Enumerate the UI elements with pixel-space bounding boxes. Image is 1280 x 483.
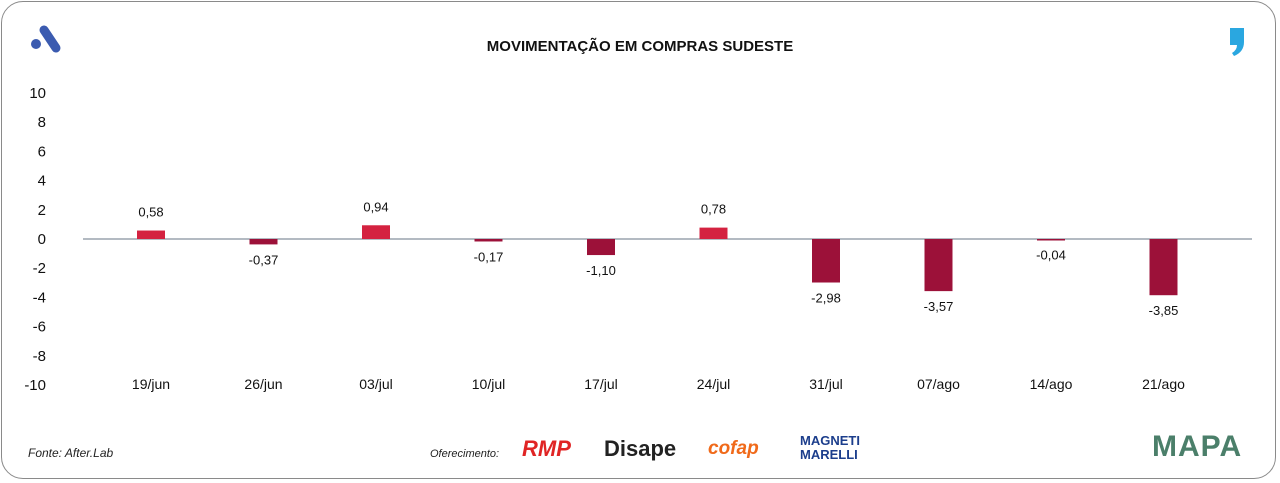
sponsor-logo-rmp: RMP — [522, 436, 571, 461]
sponsor-logo-magneti-marelli: MAGNETI MARELLI — [800, 433, 860, 462]
bar — [587, 239, 615, 256]
x-tick-label: 14/ago — [1030, 376, 1073, 392]
x-tick-label: 07/ago — [917, 376, 960, 392]
sponsor-logo-cofap: cofap — [708, 438, 759, 459]
sponsor-logo-disape: Disape — [604, 436, 677, 461]
y-tick-label: -10 — [24, 377, 46, 394]
y-tick-label: 4 — [38, 173, 46, 190]
y-tick-label: -6 — [33, 319, 46, 336]
data-label: -2,98 — [811, 291, 841, 306]
x-tick-label: 19/jun — [132, 376, 170, 392]
data-label: -3,85 — [1149, 303, 1179, 318]
bar — [137, 230, 165, 239]
x-tick-label: 31/jul — [809, 376, 842, 392]
x-tick-label: 17/jul — [584, 376, 617, 392]
y-tick-label: 0 — [38, 231, 46, 248]
bar — [699, 227, 728, 239]
data-label: 0,58 — [138, 205, 163, 220]
data-label: -1,10 — [586, 263, 616, 278]
y-tick-label: 2 — [38, 202, 46, 219]
chart-title: MOVIMENTAÇÃO EM COMPRAS SUDESTE — [486, 38, 794, 55]
data-label: 0,78 — [701, 202, 726, 217]
bar — [1037, 239, 1065, 241]
y-tick-label: -4 — [33, 289, 46, 306]
brand-a-logo — [31, 25, 61, 53]
y-tick-label: 6 — [38, 143, 46, 160]
y-tick-label: -8 — [33, 348, 46, 365]
x-tick-label: 03/jul — [359, 376, 392, 392]
x-tick-label: 10/jul — [472, 376, 505, 392]
y-tick-label: -2 — [33, 260, 46, 277]
bar — [474, 239, 503, 242]
bar — [924, 239, 953, 292]
x-tick-label: 21/ago — [1142, 376, 1185, 392]
brand-logo-mapa: MAPA — [1152, 430, 1243, 463]
quote-icon — [1230, 28, 1244, 56]
bar — [812, 239, 840, 283]
data-label: -0,17 — [474, 249, 504, 264]
offer-label: Oferecimento: — [430, 448, 500, 460]
x-tick-label: 24/jul — [697, 376, 730, 392]
bar — [1149, 239, 1178, 296]
data-label: 0,94 — [363, 199, 388, 214]
bar — [249, 239, 278, 245]
source-note: Fonte: After.Lab — [28, 446, 114, 460]
data-label: -0,04 — [1036, 248, 1066, 263]
data-label: -3,57 — [924, 299, 954, 314]
data-label: -0,37 — [249, 252, 279, 267]
x-tick-label: 26/jun — [244, 376, 282, 392]
y-tick-label: 8 — [38, 114, 46, 131]
y-tick-label: 10 — [29, 85, 46, 102]
bar — [362, 225, 390, 239]
